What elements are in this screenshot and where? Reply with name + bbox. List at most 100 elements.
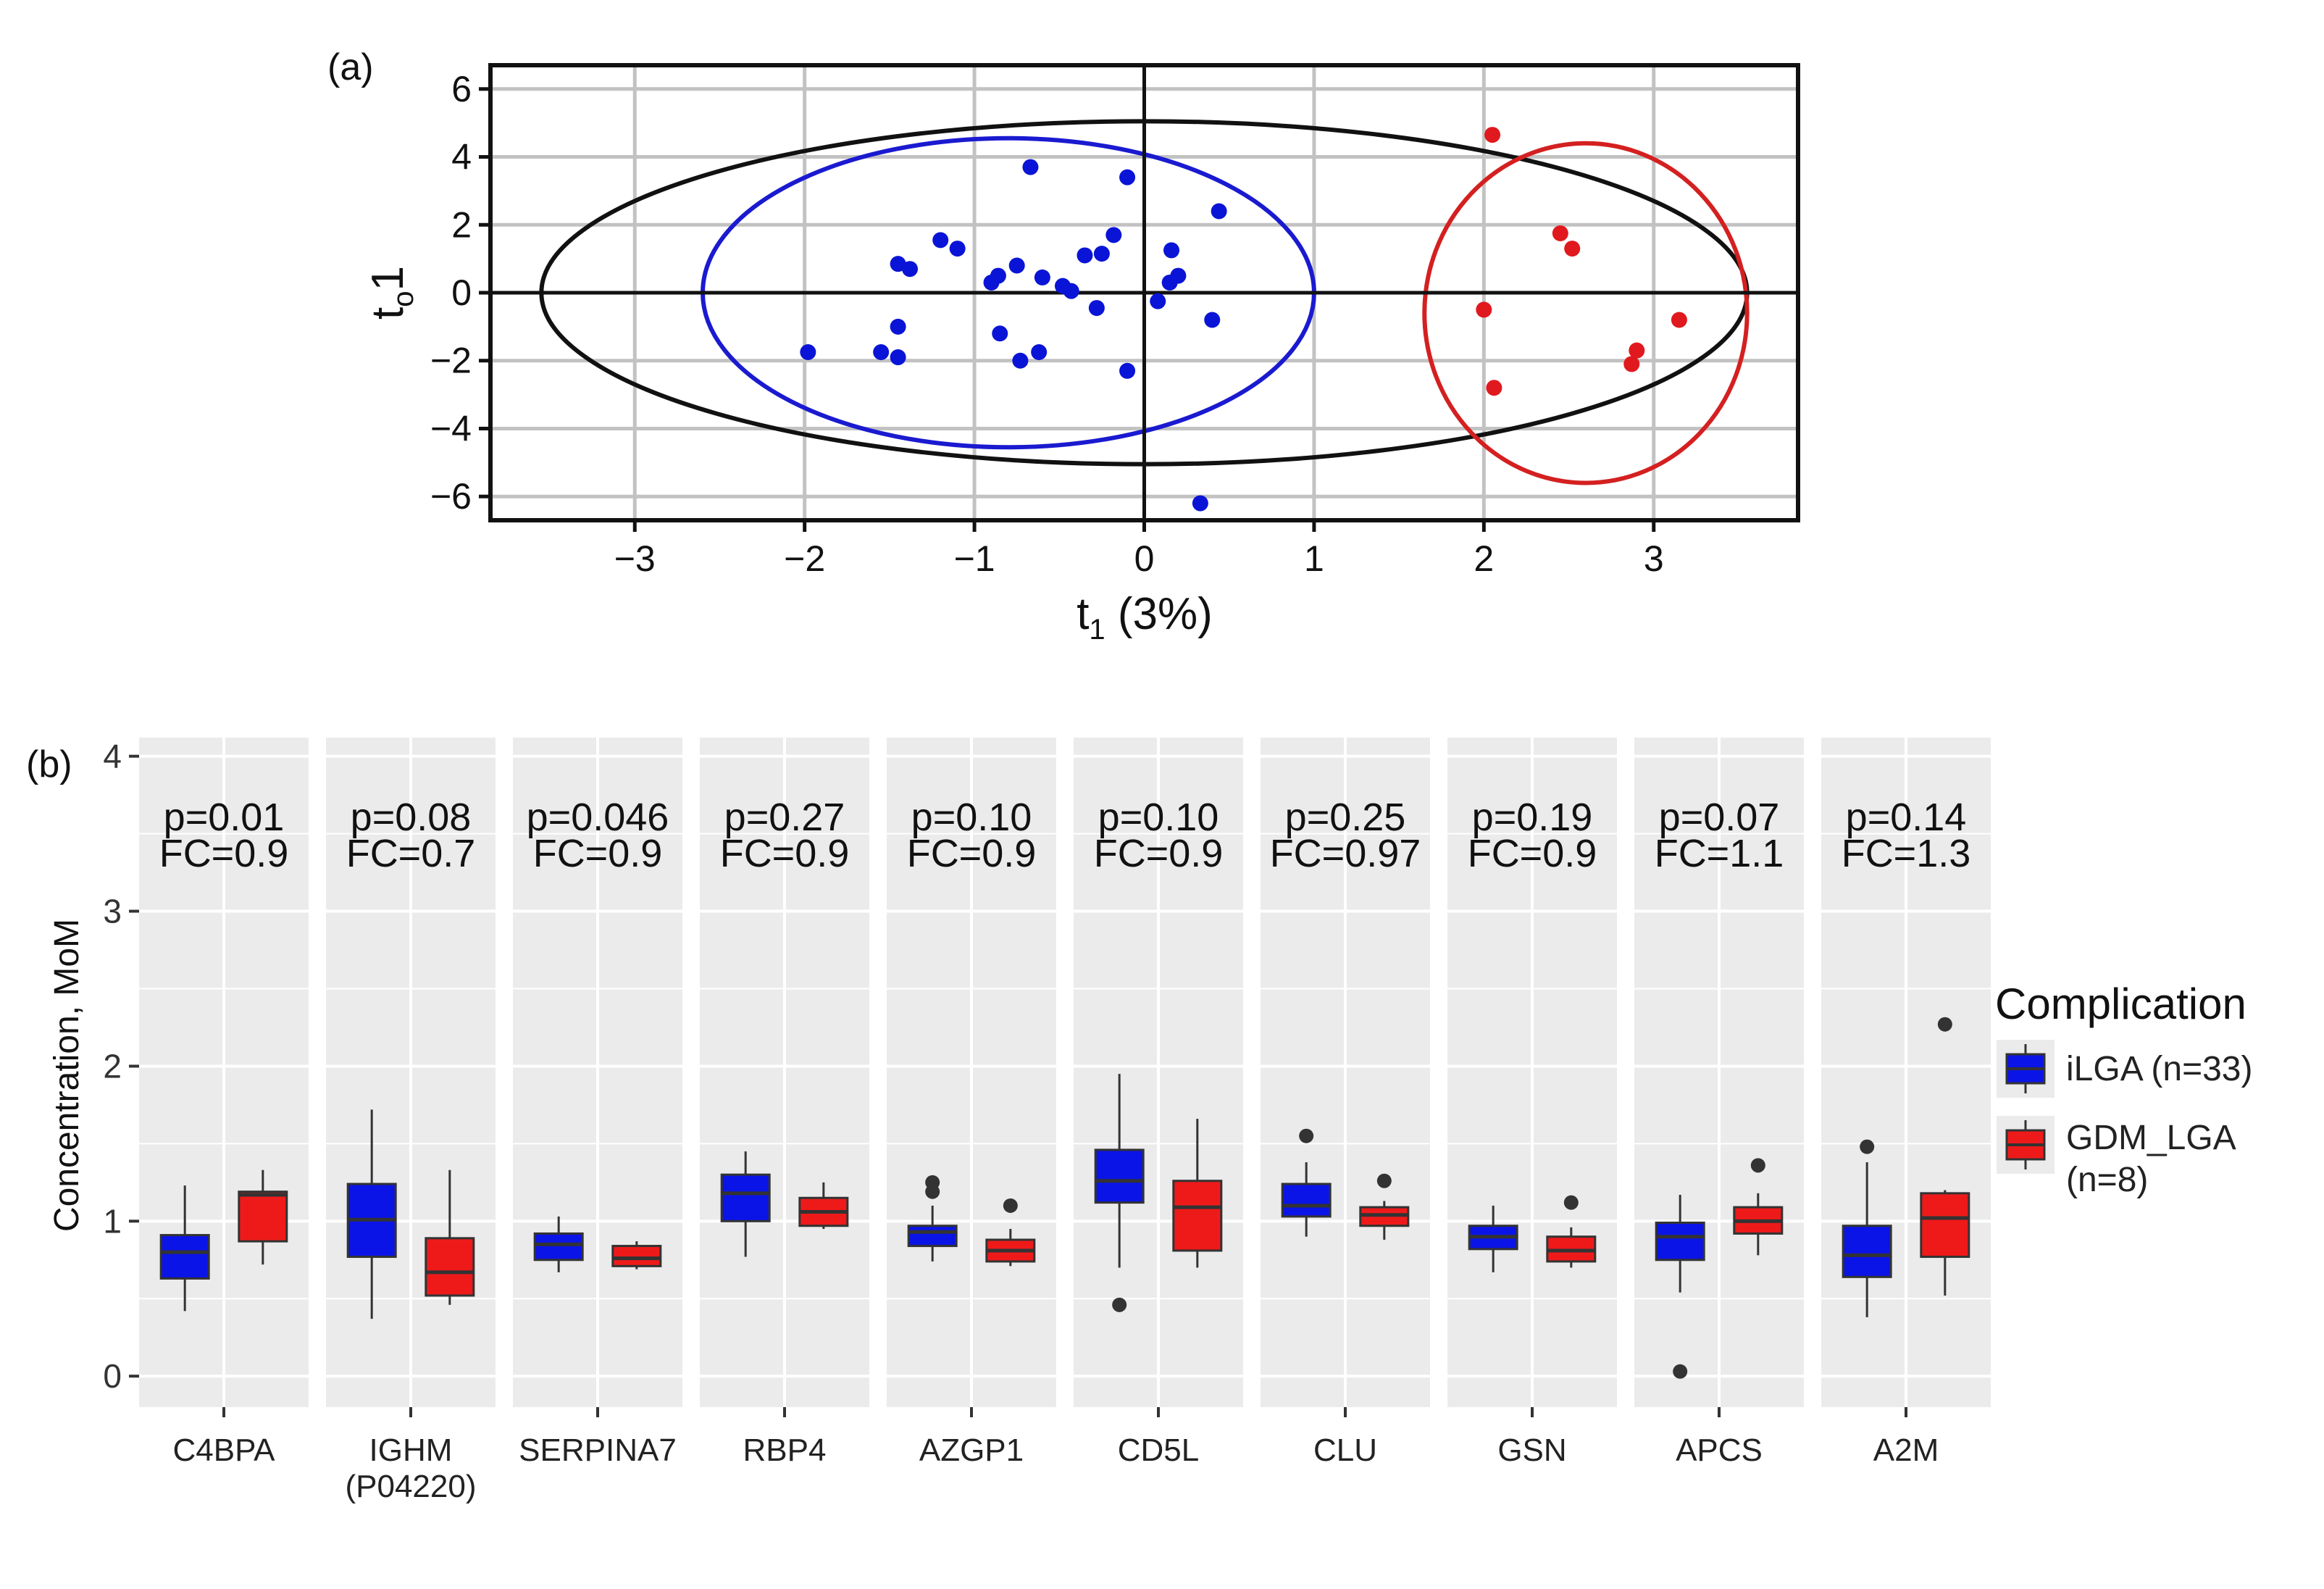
scatter-point-series-1 bbox=[983, 274, 1000, 291]
scatter-point-series-2 bbox=[1484, 127, 1501, 143]
facet-p-value: p=0.08 bbox=[351, 796, 472, 839]
scatter-points bbox=[800, 127, 1687, 512]
scatter-x-tick-label: −1 bbox=[954, 538, 995, 579]
box-body bbox=[1281, 1183, 1332, 1218]
boxplot-facets: p=0.01FC=0.9C4BPAp=0.08FC=0.7IGHM(P04220… bbox=[139, 738, 1991, 1504]
facet-x-tick-label: GSN bbox=[1497, 1432, 1566, 1468]
facet-fold-change: FC=0.9 bbox=[720, 832, 850, 875]
facet-p-value: p=0.25 bbox=[1285, 796, 1406, 839]
box-body bbox=[1094, 1148, 1145, 1204]
scatter-y-tick-label: −2 bbox=[430, 341, 472, 381]
scatter-point-series-2 bbox=[1564, 241, 1581, 257]
scatter-y-tick-label: 0 bbox=[451, 272, 472, 313]
scatter-point-series-1 bbox=[1077, 247, 1093, 264]
facet-fold-change: FC=1.3 bbox=[1842, 832, 1971, 875]
facet-x-tick-label: CLU bbox=[1313, 1432, 1377, 1468]
facet-fold-change: FC=0.9 bbox=[907, 832, 1037, 875]
box-body bbox=[611, 1245, 662, 1267]
facet-fold-change: FC=1.1 bbox=[1655, 832, 1784, 875]
box-group-2 bbox=[985, 1198, 1036, 1267]
facet-fold-change: FC=0.7 bbox=[346, 832, 476, 875]
facet-x-tick-label: APCS bbox=[1676, 1432, 1763, 1468]
panel-b-label: (b) bbox=[26, 743, 72, 785]
facet-x-tick-label: (P04220) bbox=[345, 1469, 476, 1504]
box-body bbox=[425, 1237, 475, 1297]
scatter-point-series-1 bbox=[932, 232, 949, 249]
scatter-point-series-2 bbox=[1486, 380, 1502, 396]
boxplot-y-tick-label: 1 bbox=[103, 1202, 122, 1240]
box-body bbox=[533, 1232, 584, 1261]
scatter-x-tick-label: 2 bbox=[1474, 538, 1494, 579]
box-outlier-point bbox=[1673, 1364, 1688, 1379]
scatter-point-series-1 bbox=[890, 318, 906, 335]
scatter-point-series-1 bbox=[1088, 300, 1105, 317]
facet-p-value: p=0.07 bbox=[1659, 796, 1780, 839]
facet-x-tick-label: C4BPA bbox=[172, 1432, 275, 1468]
scatter-x-tick-label: −3 bbox=[614, 538, 656, 579]
y-label-sub: o bbox=[388, 291, 419, 307]
facet-x-tick-label: SERPINA7 bbox=[519, 1432, 677, 1468]
box-outlier-point bbox=[1003, 1198, 1018, 1213]
boxplot-y-tick-label: 2 bbox=[103, 1047, 122, 1085]
legend-title: Complication bbox=[1995, 980, 2246, 1028]
scatter-point-series-1 bbox=[890, 349, 906, 366]
scatter-point-series-2 bbox=[1476, 301, 1492, 318]
scatter-point-series-1 bbox=[1034, 269, 1050, 285]
scatter-x-tick-label: 1 bbox=[1304, 538, 1324, 579]
boxplot-y-tick-label: 4 bbox=[103, 738, 122, 775]
box-group-1 bbox=[720, 1151, 771, 1257]
facet-p-value: p=0.01 bbox=[164, 796, 285, 839]
facet-fold-change: FC=0.97 bbox=[1270, 832, 1421, 875]
facet-p-value: p=0.14 bbox=[1846, 796, 1967, 839]
scatter-x-axis-label: t1 (3%) bbox=[1077, 589, 1213, 646]
scatter-point-series-1 bbox=[1211, 203, 1227, 220]
box-group-1 bbox=[533, 1216, 584, 1272]
box-group-2 bbox=[1733, 1158, 1784, 1256]
facet-x-tick-label: A2M bbox=[1873, 1432, 1939, 1468]
facet-fold-change: FC=0.9 bbox=[1468, 832, 1597, 875]
box-group-2 bbox=[1359, 1173, 1410, 1240]
scatter-point-series-2 bbox=[1671, 312, 1687, 328]
box-outlier-point bbox=[1937, 1017, 1952, 1032]
scatter-x-ticks: −3 −2 −1 0 1 2 3 bbox=[614, 520, 1664, 579]
box-body bbox=[159, 1234, 210, 1280]
scatter-point-series-1 bbox=[1105, 227, 1122, 243]
legend-label: (n=8) bbox=[2066, 1161, 2148, 1199]
box-outlier-point bbox=[1376, 1173, 1392, 1188]
scatter-point-series-1 bbox=[1022, 159, 1039, 175]
facet-x-tick-label: CD5L bbox=[1118, 1432, 1200, 1468]
box-group-1 bbox=[1094, 1074, 1145, 1312]
box-outlier-point bbox=[1750, 1158, 1765, 1173]
scatter-y-tick-label: −6 bbox=[430, 476, 472, 517]
scatter-point-series-1 bbox=[873, 344, 890, 361]
legend-entry-1: iLGA (n=33) bbox=[1997, 1040, 2252, 1098]
y-label-main: t bbox=[363, 307, 413, 320]
box-group-2 bbox=[1172, 1119, 1223, 1268]
box-group-1 bbox=[1655, 1194, 1705, 1379]
box-outlier-point bbox=[1112, 1297, 1127, 1312]
scatter-point-series-1 bbox=[1192, 495, 1208, 512]
legend-label: GDM_LGA bbox=[2066, 1119, 2236, 1157]
box-body bbox=[907, 1225, 958, 1248]
box-body bbox=[1172, 1180, 1223, 1252]
facet-p-value: p=0.046 bbox=[527, 796, 669, 839]
scatter-y-axis-label: to1 bbox=[363, 266, 419, 320]
scatter-point-series-1 bbox=[902, 261, 919, 278]
scatter-x-tick-label: 0 bbox=[1134, 538, 1155, 579]
scatter-point-series-2 bbox=[1623, 356, 1640, 372]
box-body bbox=[1842, 1225, 1892, 1278]
box-body bbox=[238, 1190, 288, 1243]
scatter-point-series-1 bbox=[1119, 362, 1136, 379]
box-group-2 bbox=[238, 1169, 288, 1265]
box-group-1 bbox=[1281, 1128, 1332, 1237]
